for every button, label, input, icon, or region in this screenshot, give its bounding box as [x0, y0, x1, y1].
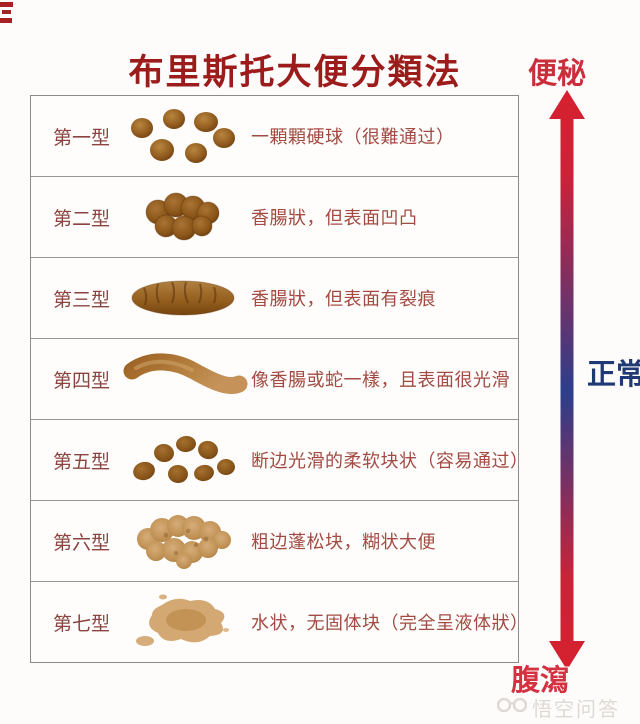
type-3-label: 第三型: [53, 289, 111, 311]
table-row-type-6: 第六型: [31, 501, 518, 582]
glasses-logo-icon: [496, 696, 528, 719]
type-4-description: 像香腸或蛇一樣，且表面很光滑: [251, 370, 510, 390]
type-2-label: 第二型: [53, 208, 111, 230]
watermark-text: 悟空问答: [532, 699, 620, 721]
table-row-type-4: 第四型 像香腸或蛇一樣，且表面很光滑: [31, 339, 518, 420]
stool-type-table: 第一型 一顆顆硬球（很難通过） 第二型: [30, 95, 528, 663]
corner-artifact: [0, 0, 18, 35]
type-6-description: 粗边蓬松块，糊状大便: [251, 532, 436, 552]
lumpy-sausage-illustration: [117, 185, 249, 249]
type-7-label: 第七型: [53, 613, 111, 635]
type-3-description: 香腸狀，但表面有裂痕: [251, 289, 436, 309]
type-1-description: 一顆顆硬球（很難通过）: [251, 127, 455, 147]
sausage-with-cracks-illustration: [117, 266, 249, 330]
normal-label: 正常: [587, 359, 640, 391]
type-2-description: 香腸狀，但表面凹凸: [251, 208, 418, 228]
type-1-label: 第一型: [53, 127, 111, 149]
type-7-description: 水状，无固体块（完全呈液体狀）: [251, 613, 529, 633]
type-5-description: 断边光滑的柔软块状（容易通过）: [251, 451, 529, 471]
separate-hard-lumps-illustration: [117, 104, 249, 168]
smooth-soft-sausage-illustration: [117, 347, 249, 411]
table-row-type-7: 第七型 水状，无固体块（完全呈液体狀）: [31, 582, 528, 662]
diarrhea-label: 腹瀉: [511, 665, 570, 697]
constipation-label: 便秘: [528, 58, 587, 90]
table-row-type-3: 第三型 香腸狀，但表面有裂痕: [31, 258, 518, 339]
watery-liquid-illustration: [117, 590, 249, 654]
table-row-type-5: 第五型 断边光滑的柔软块状（: [31, 420, 528, 501]
soft-blobs-illustration: [117, 428, 249, 492]
type-5-label: 第五型: [53, 451, 111, 473]
table-row-type-1: 第一型 一顆顆硬球（很難通过）: [31, 96, 518, 177]
fluffy-mushy-pieces-illustration: [117, 509, 249, 573]
type-4-label: 第四型: [53, 370, 111, 392]
table-row-type-2: 第二型 香腸狀，但表面凹凸: [31, 177, 518, 258]
constipation-diarrhea-arrow-icon: [548, 90, 586, 675]
watermark: 悟空问答: [496, 693, 620, 722]
page-title: 布里斯托大便分類法: [128, 53, 462, 92]
type-6-label: 第六型: [53, 532, 111, 554]
